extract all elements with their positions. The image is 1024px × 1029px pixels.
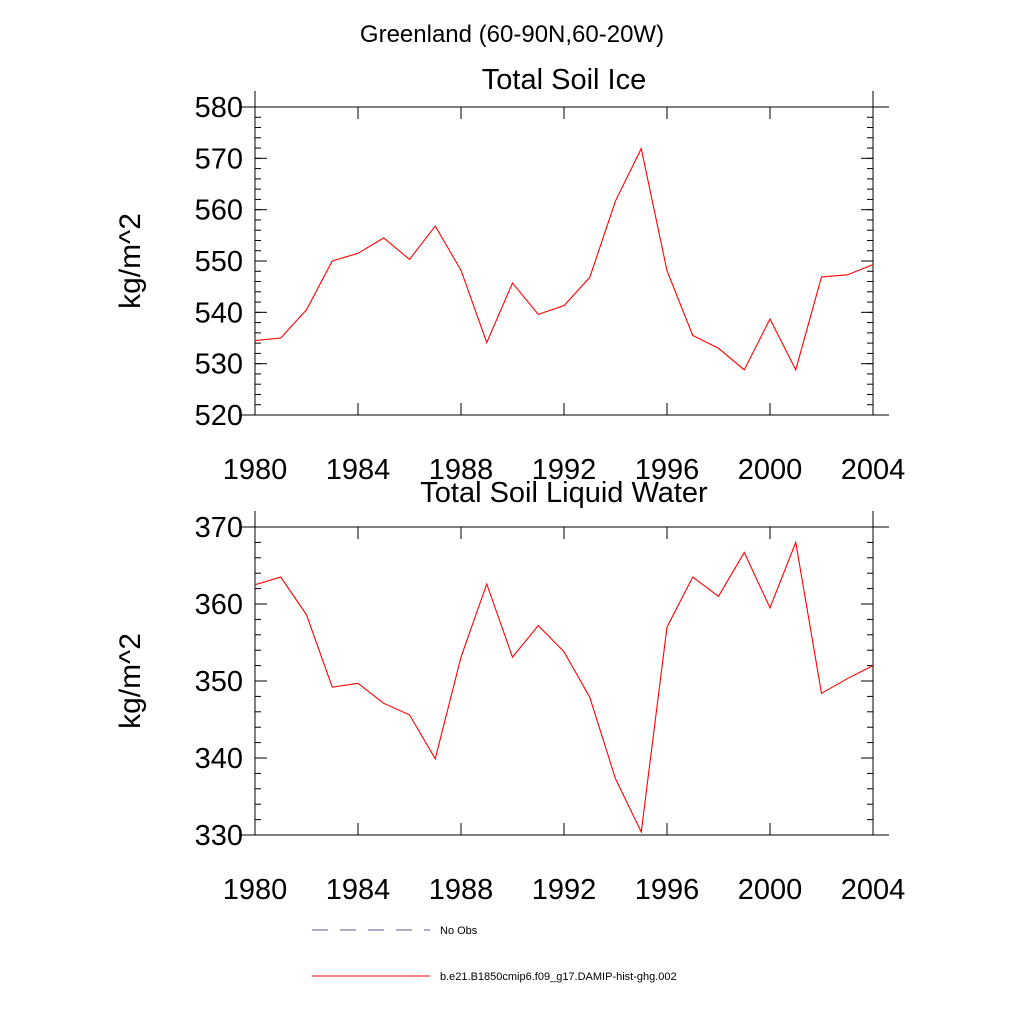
x-tick-label: 1996 [635, 874, 700, 906]
panel-total-soil-liquid-water: Total Soil Liquid Water kg/m^2 330 340 350… [114, 477, 905, 906]
x-tick-label: 1980 [223, 454, 288, 486]
y-tick-label: 580 [195, 92, 243, 124]
figure-suptitle: Greenland (60-90N,60-20W) [360, 21, 664, 48]
panel-title: Total Soil Ice [482, 64, 646, 96]
y-tick-label: 360 [195, 589, 243, 621]
y-tick-label: 560 [195, 195, 243, 227]
x-tick-label: 1988 [429, 874, 494, 906]
axes: 330 340 350 360 370 1980 1984 1988 1992 1996 2000 2… [195, 511, 906, 906]
x-tick-label: 1984 [326, 454, 391, 486]
x-tick-label: 1980 [223, 874, 288, 906]
y-tick-label: 550 [195, 246, 243, 278]
y-tick-label: 530 [195, 349, 243, 381]
y-tick-label: 520 [195, 400, 243, 432]
x-tick-label: 1988 [429, 454, 494, 486]
legend: No Obs b.e21.B1850cmip6.f09_g17.DAMIP-his… [312, 925, 677, 983]
y-tick-label: 330 [195, 820, 243, 852]
y-tick-label: 570 [195, 143, 243, 175]
legend-label: No Obs [440, 925, 478, 937]
x-tick-label: 1984 [326, 874, 391, 906]
y-axis-label: kg/m^2 [114, 633, 147, 729]
y-tick-label: 340 [195, 743, 243, 775]
x-tick-label: 2004 [841, 454, 906, 486]
x-tick-label: 1992 [532, 874, 597, 906]
series-line [254, 540, 874, 834]
x-tick-label: 2000 [738, 874, 803, 906]
panel-title: Total Soil Liquid Water [420, 477, 708, 509]
x-tick-label: 2000 [738, 454, 803, 486]
x-tick-label: 2004 [841, 874, 906, 906]
series-line [254, 146, 874, 372]
legend-label: b.e21.B1850cmip6.f09_g17.DAMIP-hist-ghg.… [440, 971, 677, 983]
y-tick-label: 540 [195, 297, 243, 329]
x-tick-label: 1992 [532, 454, 597, 486]
y-axis-label: kg/m^2 [114, 213, 147, 309]
x-tick-label: 1996 [635, 454, 700, 486]
axes: 520 530 540 550 560 570 580 1980 1984 1988 1992 199… [195, 91, 906, 486]
panel-total-soil-ice: Total Soil Ice kg/m^2 520 530 540 550 560 570… [114, 64, 905, 486]
y-tick-label: 370 [195, 512, 243, 544]
y-tick-label: 350 [195, 666, 243, 698]
